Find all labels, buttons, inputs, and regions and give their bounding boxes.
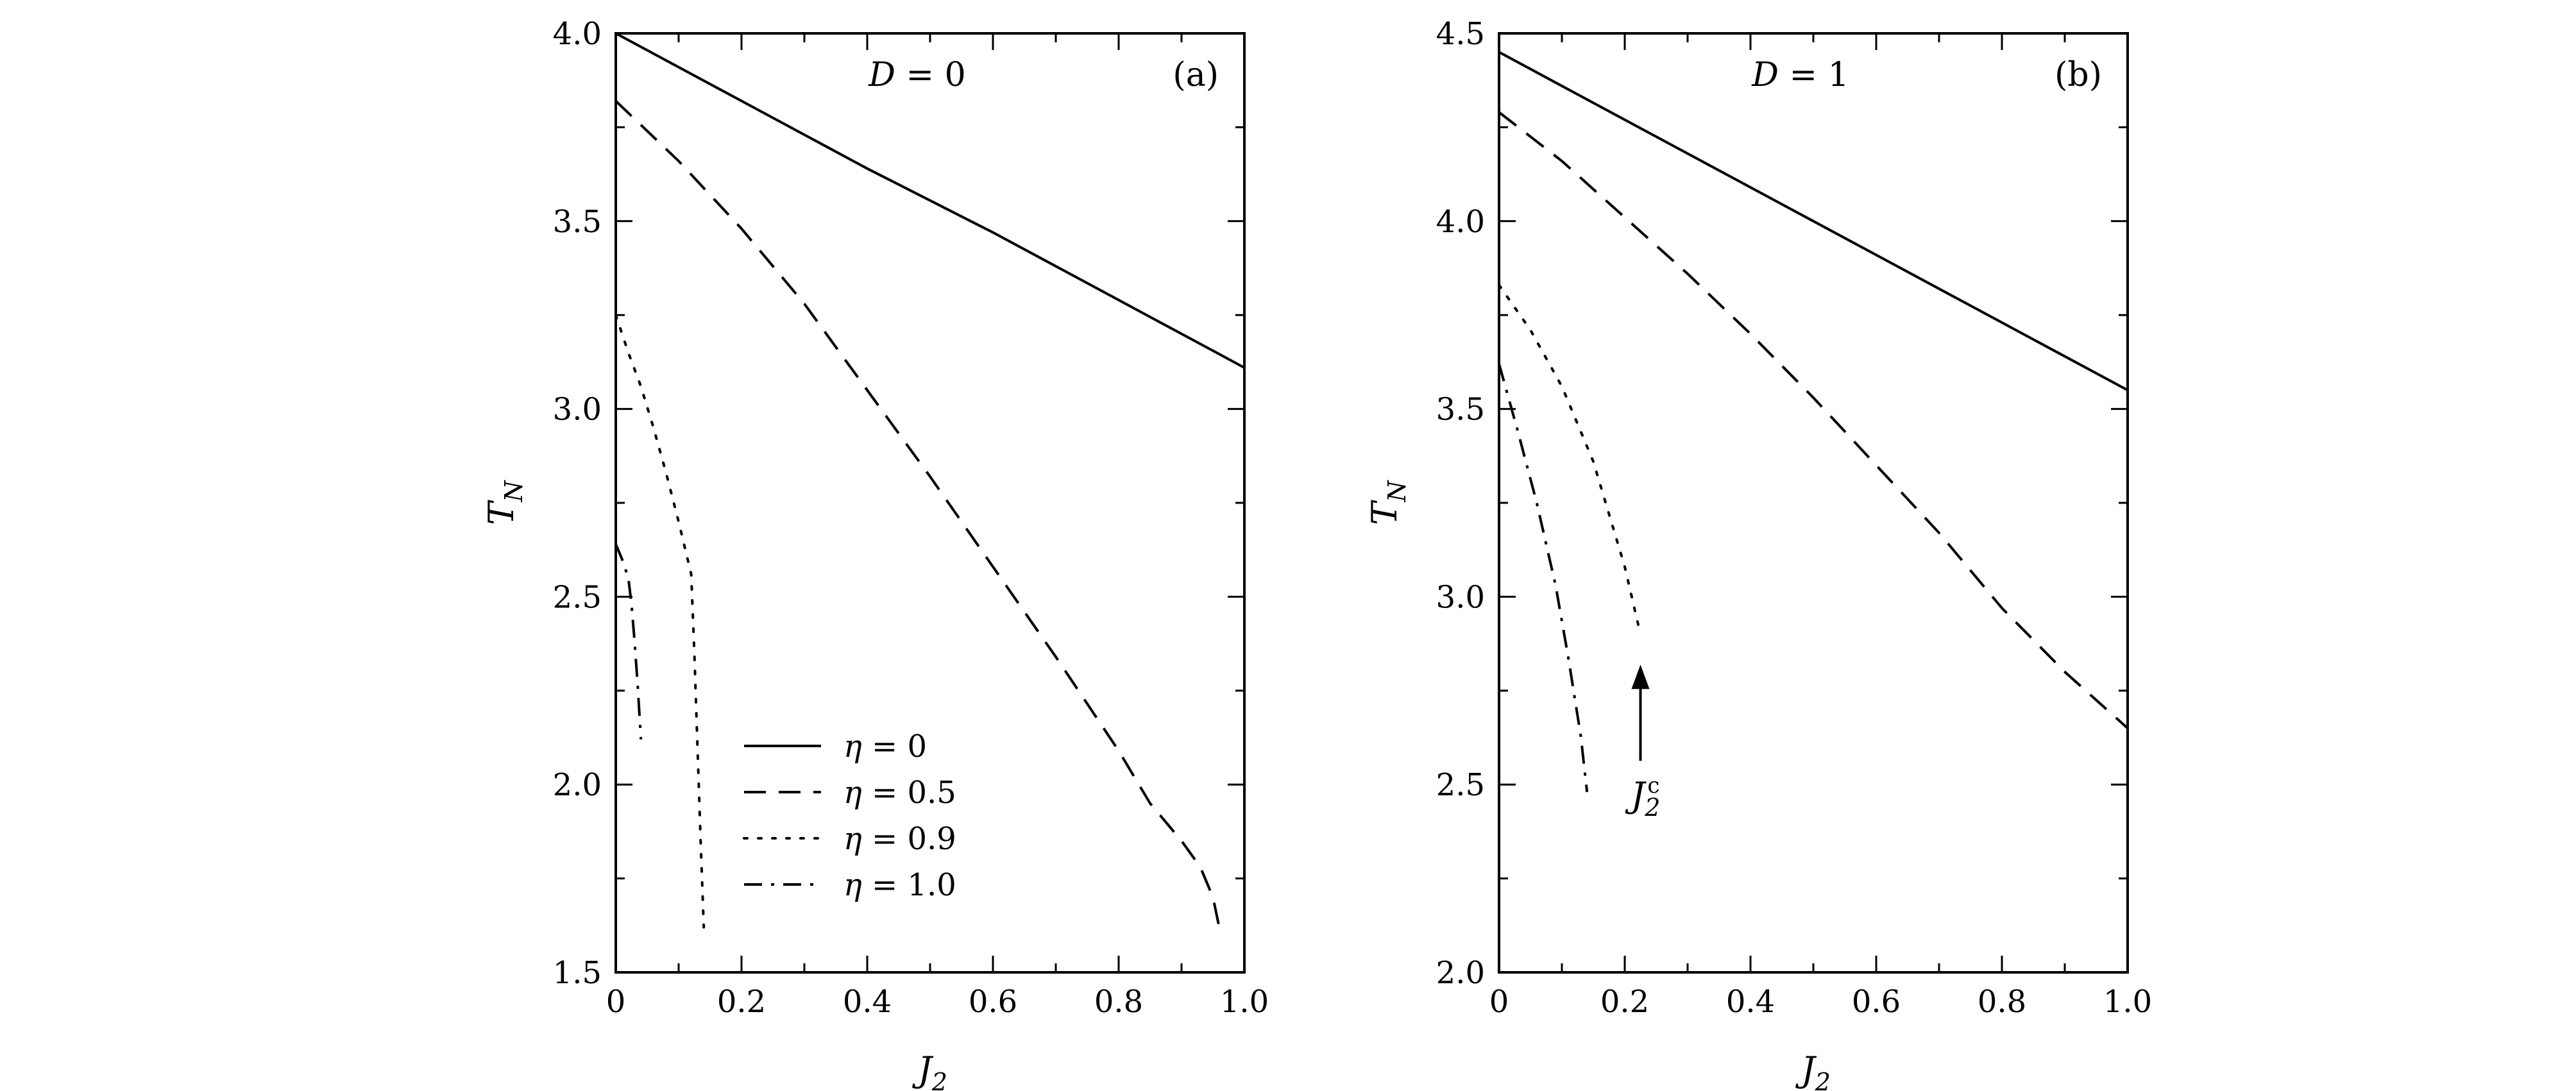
x-tick-label: 0.8: [1978, 984, 2026, 1020]
y-tick-label: 1.5: [553, 955, 602, 991]
panel-b: 0 0.2 0.4 0.6 0.8 1.02.02.53.03.54.04.5J2TND …: [1364, 16, 2152, 1091]
legend-label: η = 0.9: [843, 821, 956, 857]
y-axis-label-main: T: [1364, 500, 1405, 525]
legend-label-variable: η: [843, 821, 862, 857]
x-axis-label: J2: [1795, 1049, 1831, 1091]
y-tick-label: 4.5: [1436, 16, 1485, 52]
y-tick-label: 3.5: [1436, 392, 1485, 428]
y-tick-label: 2.5: [1436, 767, 1485, 803]
legend-label-value: = 1.0: [862, 867, 956, 903]
legend-label-variable: η: [843, 867, 862, 903]
x-tick-label: 0.6: [969, 984, 1017, 1020]
legend-label: η = 1.0: [843, 867, 956, 903]
annotation-label-main: J: [1625, 775, 1647, 815]
annotation-label-subscript: 2: [1644, 793, 1660, 822]
annotation-arrow-head: [1631, 664, 1650, 689]
y-tick-label: 2.5: [553, 579, 602, 615]
annotation-label-superscript: c: [1647, 773, 1659, 799]
y-axis-label: TN: [1364, 480, 1411, 525]
x-tick-label: 1.0: [1220, 984, 1269, 1020]
panel-label: (a): [1173, 56, 1219, 94]
legend-label-value: = 0.9: [862, 821, 956, 857]
series-line-0: [1498, 51, 2128, 392]
y-tick-label: 4.0: [553, 16, 602, 52]
legend-label: η = 0.5: [843, 775, 956, 811]
y-tick-label: 3.0: [553, 392, 602, 428]
y-axis-label-main: T: [481, 500, 521, 525]
x-axis-label-subscript: 2: [1815, 1068, 1831, 1091]
x-axis-label: J2: [911, 1049, 947, 1091]
legend-label: η = 0: [843, 729, 927, 765]
series-line-0: [615, 32, 1245, 369]
legend-label-variable: η: [843, 729, 862, 765]
condition-label: D = 1: [1751, 56, 1849, 94]
legend-label-variable: η: [843, 775, 862, 811]
y-tick-label: 4.0: [1436, 204, 1485, 240]
panel-a: 0 0.2 0.4 0.6 0.8 1.0 1.5 2.0 2.5 3.0 3.5 4.0 J2 TN D …: [481, 16, 1269, 1091]
x-tick-label: 0.6: [1852, 984, 1901, 1020]
y-axis-label-subscript: N: [1383, 480, 1411, 503]
series-line-1: [1498, 111, 2129, 729]
x-tick-label: 0.2: [717, 984, 766, 1020]
y-tick-label: 3.5: [553, 204, 602, 240]
y-axis-label: TN: [481, 480, 528, 525]
y-tick-label: 2.0: [553, 767, 602, 803]
y-axis-label-subscript: N: [500, 480, 528, 503]
annotation-label: J2c: [1625, 773, 1661, 822]
series-line-3: [1498, 363, 1589, 793]
condition-label: D = 0: [868, 56, 965, 94]
x-tick-label: 0.4: [1726, 984, 1775, 1020]
x-tick-label: 0: [1489, 984, 1509, 1020]
series-line-3: [614, 543, 643, 740]
x-tick-label: 1.0: [2103, 984, 2152, 1020]
y-axis-label-group: TN: [481, 480, 528, 525]
panel-label: (b): [2055, 56, 2102, 94]
x-tick-label: 0.2: [1600, 984, 1649, 1020]
x-axis-label-subscript: 2: [931, 1068, 947, 1091]
y-axis-label-group: TN: [1364, 480, 1411, 525]
x-tick-label: 0.8: [1094, 984, 1143, 1020]
x-axis-label-main: J: [911, 1049, 934, 1090]
condition-variable: D: [868, 56, 895, 94]
legend: η = 0η = 0.5η = 0.9η = 1.0: [743, 729, 956, 903]
legend-label-value: = 0: [862, 729, 927, 765]
y-tick-label: 2.0: [1436, 955, 1485, 991]
condition-value: = 1: [1779, 56, 1849, 94]
y-tick-label: 3.0: [1436, 579, 1485, 615]
legend-label-value: = 0.5: [862, 775, 956, 811]
series-line-2: [614, 314, 706, 929]
x-axis-label-main: J: [1795, 1049, 1817, 1090]
x-tick-label: 0: [606, 984, 626, 1020]
plot-frame: [1498, 32, 2129, 974]
x-tick-label: 0.4: [843, 984, 892, 1020]
condition-variable: D: [1751, 56, 1779, 94]
condition-value: = 0: [895, 56, 966, 94]
series-line-2: [1498, 283, 1642, 636]
